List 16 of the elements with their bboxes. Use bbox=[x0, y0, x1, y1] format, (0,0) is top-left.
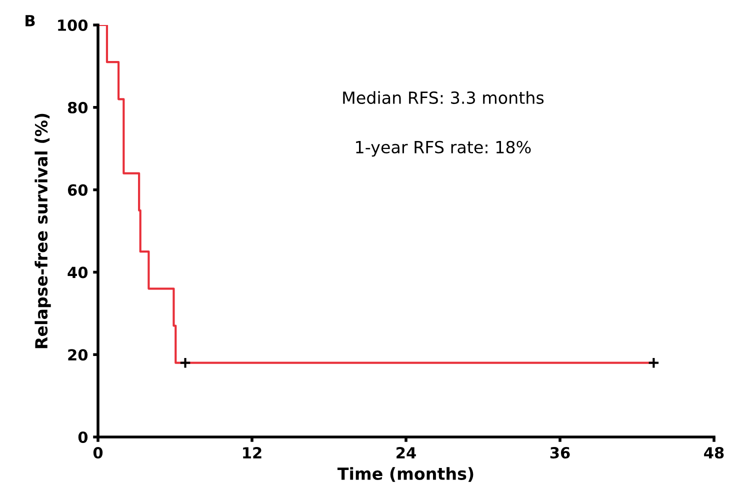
x-tick-label: 36 bbox=[550, 446, 570, 459]
y-tick-label: 80 bbox=[68, 102, 88, 114]
x-tick-label: 24 bbox=[396, 446, 416, 458]
x-tick-label: 12 bbox=[243, 446, 262, 458]
annotation: 1-year RFS rate: 18% bbox=[356, 140, 531, 157]
y-tick-label: 0 bbox=[78, 431, 88, 444]
y-tick-label: 40 bbox=[68, 266, 88, 278]
text: B bbox=[26, 15, 35, 26]
x-tick-label: 48 bbox=[704, 446, 724, 459]
y-tick-label: 60 bbox=[68, 184, 88, 196]
y-tick-label: 100 bbox=[58, 19, 88, 32]
y-tick-label: 20 bbox=[68, 349, 88, 361]
y-axis-title: Relapse-free survival (%) bbox=[34, 114, 51, 348]
annotation: Median RFS: 3.3 months bbox=[343, 91, 544, 104]
x-axis-title: Time (months) bbox=[337, 467, 474, 482]
x-tick-label: 0 bbox=[93, 446, 103, 459]
